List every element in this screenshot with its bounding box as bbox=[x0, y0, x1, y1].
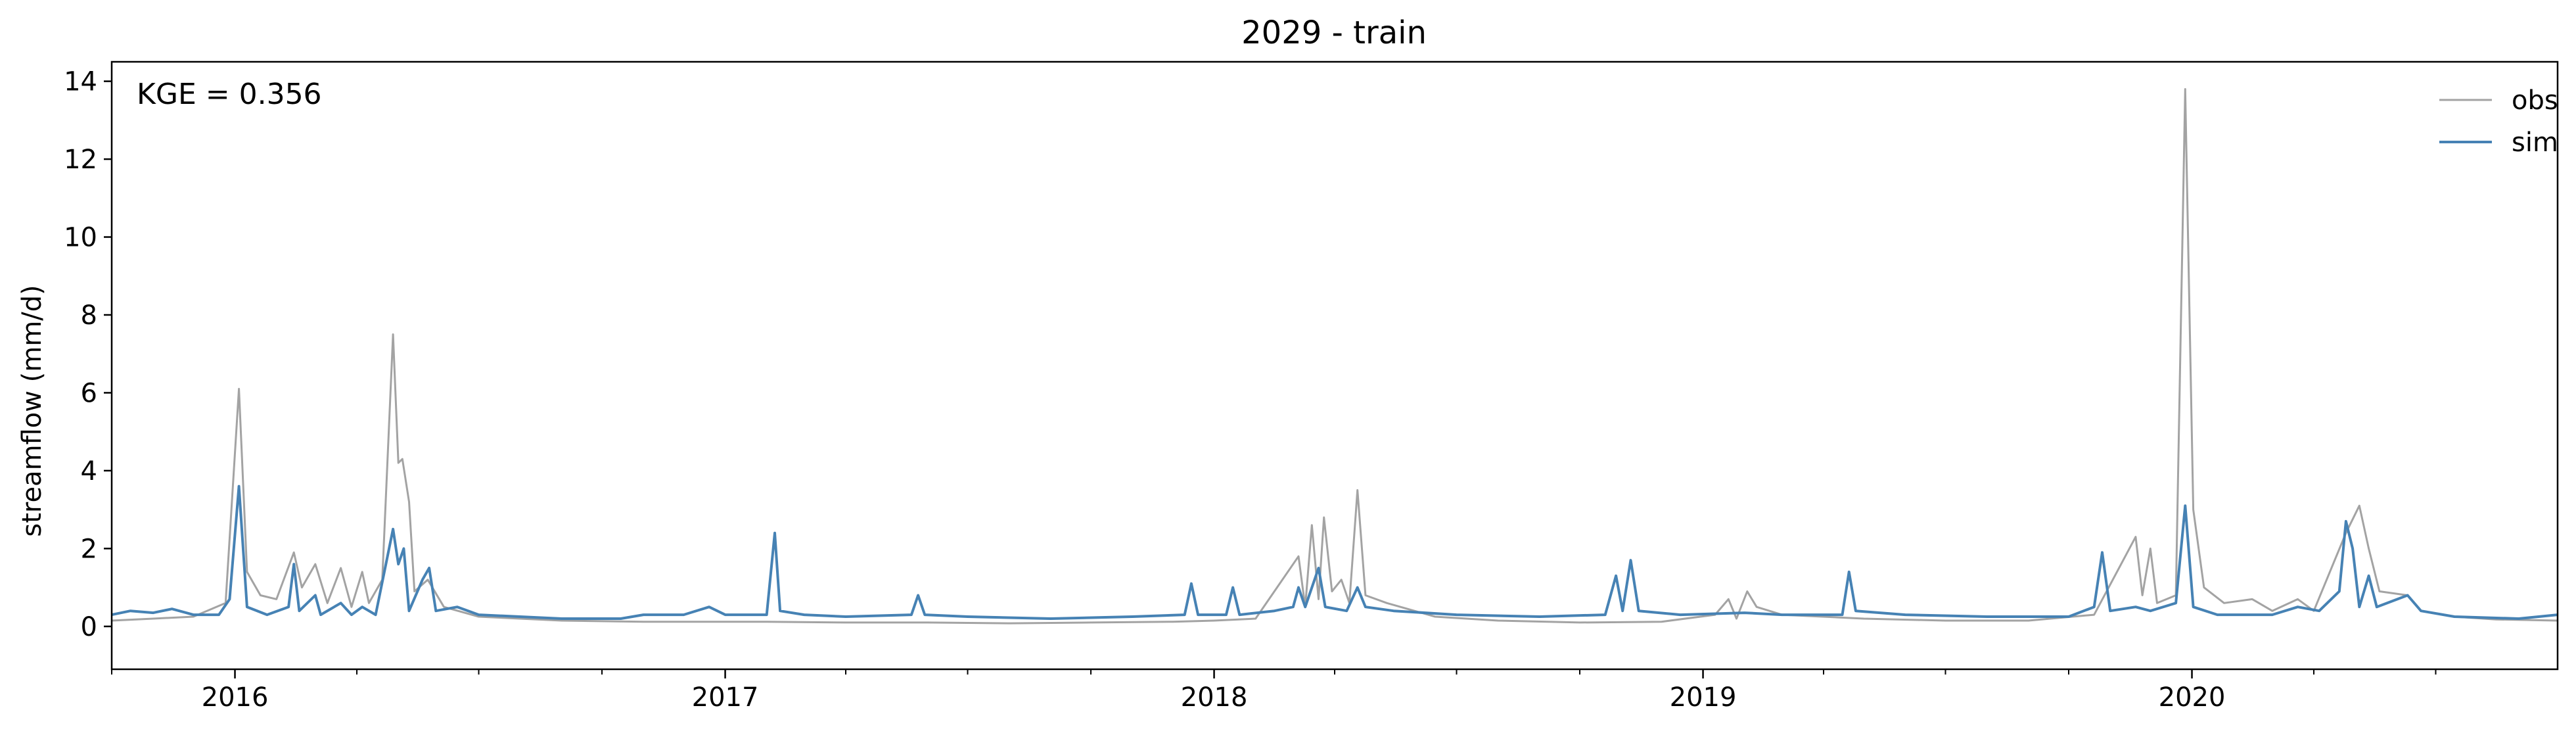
y-axis-label: streamflow (mm/d) bbox=[17, 285, 47, 536]
x-tick-label: 2016 bbox=[202, 682, 269, 713]
series-line-sim bbox=[111, 485, 2558, 620]
legend-label-obs: obs bbox=[2512, 85, 2558, 116]
x-tick-label: 2019 bbox=[1670, 682, 1737, 713]
kge-annotation: KGE = 0.356 bbox=[137, 78, 322, 111]
y-tick-label: 10 bbox=[64, 223, 97, 253]
y-axis: 0 2 4 6 8 10 12 14 bbox=[64, 67, 112, 642]
series-line-obs bbox=[111, 88, 2558, 625]
x-tick-label: 2017 bbox=[692, 682, 759, 713]
y-tick-label: 14 bbox=[64, 67, 97, 97]
x-tick-label: 2018 bbox=[1181, 682, 1248, 713]
legend-label-sim: sim bbox=[2512, 128, 2558, 158]
plot-area: 0 2 4 6 8 10 12 14 2016 2017 2018 2019 2020 KGE = 0… bbox=[64, 60, 2559, 713]
x-axis: 2016 2017 2018 2019 2020 bbox=[111, 669, 2437, 713]
y-tick-label: 0 bbox=[81, 612, 97, 642]
series-layer bbox=[111, 88, 2558, 625]
chart-title: 2029 - train bbox=[1241, 14, 1427, 51]
y-tick-label: 4 bbox=[81, 456, 97, 486]
plot-frame bbox=[110, 60, 2559, 671]
legend: obs sim bbox=[2439, 85, 2558, 158]
y-tick-label: 6 bbox=[81, 378, 97, 408]
y-tick-label: 8 bbox=[81, 300, 97, 331]
x-tick-label: 2020 bbox=[2159, 682, 2226, 713]
y-tick-label: 12 bbox=[64, 145, 97, 175]
y-tick-label: 2 bbox=[81, 534, 97, 564]
